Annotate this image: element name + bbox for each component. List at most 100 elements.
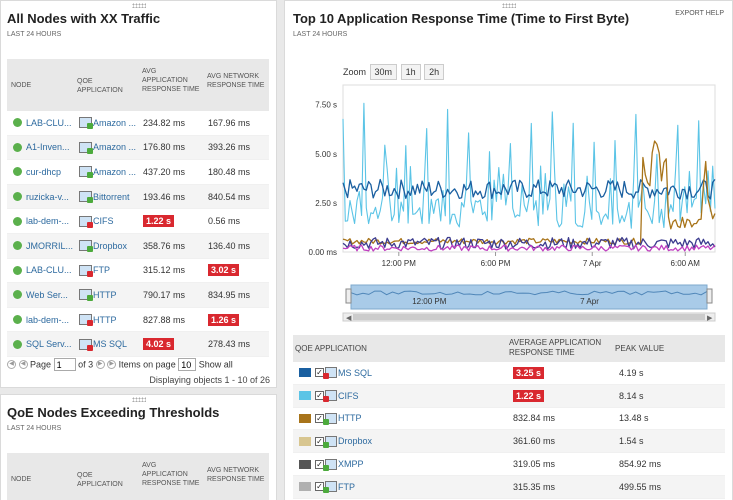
table-row[interactable]: ✓ HTTP 832.84 ms 13.48 s bbox=[293, 408, 725, 431]
node-link[interactable]: lab-dem-... bbox=[26, 314, 70, 325]
x-axis: 12:00 PM 6:00 PM 7 Apr 6:00 AM bbox=[382, 252, 700, 268]
zoom-controls: Zoom 30m 1h 2h bbox=[343, 64, 445, 80]
next-page-icon[interactable]: ▶ bbox=[95, 360, 105, 369]
col-node[interactable]: NODE bbox=[11, 82, 32, 89]
show-all-link[interactable]: Show all bbox=[198, 359, 233, 370]
app-link[interactable]: CIFS bbox=[93, 216, 114, 227]
table-row[interactable]: ✓ XMPP 319.05 ms 854.92 ms bbox=[293, 453, 725, 476]
series-checkbox[interactable]: ✓ bbox=[315, 413, 324, 423]
avg-value: 832.84 ms bbox=[513, 413, 555, 423]
page-label: Page bbox=[30, 359, 52, 370]
table-row[interactable]: ✓ Dropbox 361.60 ms 1.54 s bbox=[293, 430, 725, 454]
drag-grip-icon[interactable] bbox=[131, 3, 146, 8]
table-row[interactable]: cur-dhcp Amazon ... 437.20 ms 180.48 ms bbox=[7, 160, 269, 185]
table-row[interactable]: LAB-CLU... FTP 315.12 ms 3.02 s bbox=[7, 259, 269, 284]
series-checkbox[interactable]: ✓ bbox=[315, 459, 324, 469]
avg-value: 361.60 ms bbox=[513, 436, 555, 446]
series-checkbox[interactable]: ✓ bbox=[315, 368, 324, 378]
table-header: NODE QOE APPLICATION AVG APPLICATION RES… bbox=[7, 453, 269, 500]
col-qoe-app[interactable]: QOE APPLICATION bbox=[77, 472, 123, 488]
avg-net-value: 167.96 ms bbox=[208, 118, 250, 128]
drag-grip-icon[interactable] bbox=[501, 3, 516, 8]
app-link[interactable]: Amazon ... bbox=[93, 166, 137, 177]
app-status-icon bbox=[79, 264, 93, 277]
node-link[interactable]: SQL Serv... bbox=[26, 339, 72, 350]
app-link[interactable]: XMPP bbox=[338, 459, 364, 470]
col-avg-app[interactable]: AVERAGE APPLICATION RESPONSE TIME bbox=[509, 338, 602, 357]
table-row[interactable]: ✓ MS SQL 3.25 s 4.19 s bbox=[293, 362, 725, 385]
last-page-icon[interactable]: ▶ bbox=[107, 360, 117, 369]
app-link[interactable]: FTP bbox=[93, 265, 110, 276]
node-link[interactable]: LAB-CLU... bbox=[26, 265, 72, 276]
series-checkbox[interactable]: ✓ bbox=[315, 391, 324, 401]
app-link[interactable]: MS SQL bbox=[93, 339, 128, 350]
series-checkbox[interactable]: ✓ bbox=[315, 436, 324, 446]
series-checkbox[interactable]: ✓ bbox=[315, 482, 324, 492]
app-link[interactable]: HTTP bbox=[338, 413, 362, 424]
col-qoe-app[interactable]: QOE APPLICATION bbox=[77, 78, 123, 94]
table-row[interactable]: Web Ser... HTTP 790.17 ms 834.95 ms bbox=[7, 283, 269, 308]
node-link[interactable]: Web Ser... bbox=[26, 289, 68, 300]
first-page-icon[interactable]: ◀ bbox=[7, 360, 16, 369]
node-link[interactable]: ruzicka-v... bbox=[26, 191, 69, 202]
avg-value: 3.25 s bbox=[513, 366, 545, 379]
items-input[interactable] bbox=[178, 358, 197, 371]
col-node[interactable]: NODE bbox=[11, 476, 32, 483]
node-link[interactable]: cur-dhcp bbox=[26, 166, 62, 177]
app-link[interactable]: CIFS bbox=[338, 390, 359, 401]
node-link[interactable]: LAB-CLU... bbox=[26, 117, 72, 128]
panel-title: QoE Nodes Exceeding Thresholds bbox=[7, 405, 220, 420]
node-link[interactable]: A1-Inven... bbox=[26, 142, 70, 153]
col-avg-net[interactable]: AVG NETWORK RESPONSE TIME bbox=[207, 467, 265, 483]
zoom-2h-button[interactable]: 2h bbox=[424, 64, 445, 80]
response-time-chart[interactable]: 7.50 s 5.00 s 2.50 s 0.00 ms 12:00 PM 6:00 P… bbox=[285, 77, 733, 327]
avg-net-text: 393.26 ms bbox=[208, 142, 251, 153]
app-link[interactable]: HTTP bbox=[93, 314, 117, 325]
prev-page-icon[interactable]: ◀ bbox=[18, 360, 28, 369]
app-link[interactable]: FTP bbox=[338, 481, 355, 492]
status-up-icon bbox=[13, 315, 22, 325]
series-color-swatch bbox=[299, 459, 311, 469]
col-avg-app[interactable]: AVG APPLICATION RESPONSE TIME bbox=[142, 462, 200, 487]
col-avg-app[interactable]: AVG APPLICATION RESPONSE TIME bbox=[142, 68, 200, 93]
navigator-tick-label: 7 Apr bbox=[580, 297, 599, 306]
app-link[interactable]: Dropbox bbox=[338, 436, 373, 447]
app-link[interactable]: HTTP bbox=[93, 289, 117, 300]
app-link[interactable]: Amazon ... bbox=[93, 142, 137, 153]
app-link[interactable]: Dropbox bbox=[93, 240, 128, 251]
col-avg-net[interactable]: AVG NETWORK RESPONSE TIME bbox=[207, 73, 265, 89]
table-row[interactable]: ✓ CIFS 1.22 s 8.14 s bbox=[293, 384, 725, 408]
node-link[interactable]: JMORRIL... bbox=[26, 240, 74, 251]
export-link[interactable]: EXPORT bbox=[675, 10, 704, 17]
table-body: ✓ MS SQL 3.25 s 4.19 s ✓ CIFS 1.22 s 8.14 s ✓ HTT… bbox=[293, 362, 725, 499]
table-row[interactable]: lab-dem-... CIFS 1.22 s 0.56 ms bbox=[7, 209, 269, 234]
app-link[interactable]: Amazon ... bbox=[93, 117, 137, 128]
panel-actions: EXPORT HELP bbox=[675, 10, 724, 17]
avg-value: 1.22 s bbox=[513, 389, 545, 402]
navigator[interactable]: 12:00 PM 7 Apr ◀ ▶ bbox=[342, 284, 716, 322]
page-input[interactable] bbox=[53, 358, 76, 371]
series-color-swatch bbox=[299, 436, 311, 446]
help-link[interactable]: HELP bbox=[705, 10, 724, 17]
table-row[interactable]: lab-dem-... HTTP 827.88 ms 1.26 s bbox=[7, 308, 269, 333]
app-status-icon bbox=[79, 191, 93, 204]
x-tick-label: 7 Apr bbox=[583, 259, 602, 268]
app-link[interactable]: MS SQL bbox=[338, 367, 373, 378]
col-peak[interactable]: PEAK VALUE bbox=[615, 344, 665, 353]
app-link[interactable]: Bittorrent bbox=[93, 191, 130, 202]
node-link[interactable]: lab-dem-... bbox=[26, 216, 70, 227]
table-row[interactable]: ruzicka-v... Bittorrent 193.46 ms 840.54 ms bbox=[7, 184, 269, 210]
table-row[interactable]: SQL Serv... MS SQL 4.02 s 278.43 ms bbox=[7, 332, 269, 357]
table-row[interactable]: A1-Inven... Amazon ... 176.80 ms 393.26 ms bbox=[7, 135, 269, 161]
qoe-thresholds-panel: QoE Nodes Exceeding Thresholds LAST 24 H… bbox=[0, 394, 277, 500]
col-qoe-app[interactable]: QOE APPLICATION bbox=[295, 344, 367, 353]
all-nodes-panel: All Nodes with XX Traffic LAST 24 HOURS … bbox=[0, 0, 277, 388]
table-row[interactable]: ✓ FTP 315.35 ms 499.55 ms bbox=[293, 475, 725, 499]
avg-net-text: 840.54 ms bbox=[208, 191, 251, 202]
drag-grip-icon[interactable] bbox=[131, 397, 146, 402]
zoom-1h-button[interactable]: 1h bbox=[400, 64, 421, 80]
table-row[interactable]: JMORRIL... Dropbox 358.76 ms 136.40 ms bbox=[7, 233, 269, 259]
peak-value: 8.14 s bbox=[619, 390, 644, 401]
table-row[interactable]: LAB-CLU... Amazon ... 234.82 ms 167.96 ms bbox=[7, 111, 269, 136]
avg-net-value: 393.26 ms bbox=[208, 142, 250, 152]
